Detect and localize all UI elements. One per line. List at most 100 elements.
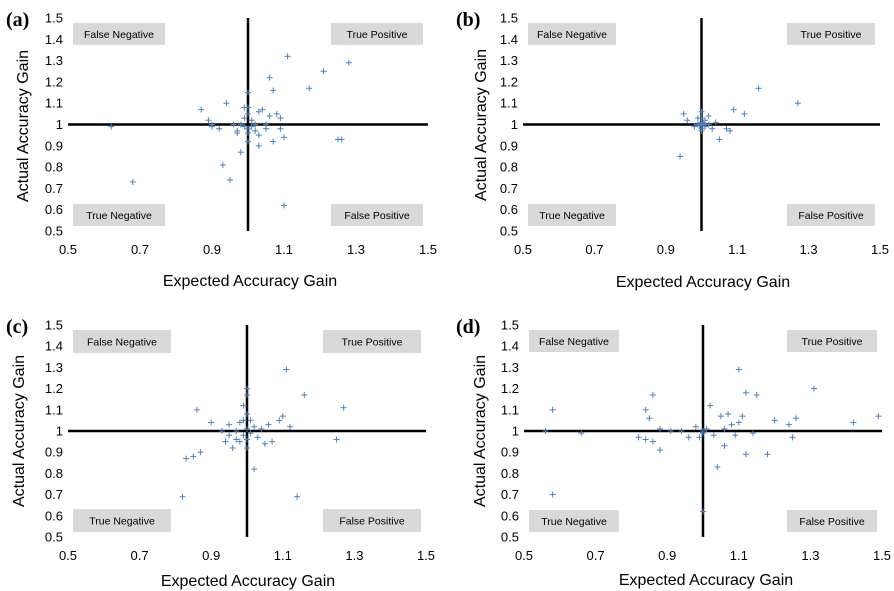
data-point	[270, 138, 277, 145]
x-tick-label: 0.9	[203, 242, 221, 257]
y-tick-label: 1	[56, 117, 63, 132]
y-tick-label: 1.3	[501, 360, 519, 375]
y-axis-title: Actual Accuracy Gain	[473, 49, 490, 201]
x-tick-label: 0.7	[131, 548, 149, 563]
data-point	[542, 428, 549, 434]
y-tick-label: 1	[512, 424, 519, 439]
data-point	[277, 115, 284, 122]
x-tick-label: 0.7	[587, 548, 605, 563]
y-tick-label: 1.2	[501, 381, 519, 396]
data-point	[578, 430, 585, 437]
scatter-panel-d: (d) Actual Accuracy Gain Expected Accura…	[456, 316, 891, 589]
data-point	[245, 89, 251, 96]
svg-text:False Negative: False Negative	[84, 29, 154, 41]
y-tick-label: 1.2	[45, 381, 63, 396]
svg-text:False Positive: False Positive	[339, 516, 405, 528]
y-tick-label: 1.4	[45, 339, 63, 354]
data-point	[684, 117, 691, 124]
data-point	[286, 423, 293, 430]
data-point	[258, 425, 265, 432]
y-tick-label: 0.5	[501, 530, 519, 545]
panel-label: (d)	[456, 316, 480, 338]
data-point	[698, 127, 705, 134]
y-tick-label: 1.3	[45, 360, 63, 375]
data-point	[340, 404, 347, 411]
data-point	[680, 110, 687, 117]
svg-text:False Negative: False Negative	[539, 336, 609, 348]
x-axis-title: Expected Accuracy Gain	[616, 274, 790, 291]
data-point	[750, 430, 757, 437]
quadrant-label-top-right: True Positive	[787, 330, 877, 352]
data-point	[764, 451, 771, 458]
y-tick-label: 1.2	[45, 74, 63, 89]
x-tick-label: 1.3	[345, 548, 363, 563]
data-point	[230, 121, 237, 128]
data-point	[251, 466, 258, 473]
data-point	[240, 432, 247, 439]
data-point	[226, 432, 233, 439]
y-tick-label: 0.6	[501, 508, 519, 523]
data-point	[244, 425, 250, 432]
x-axis-title: Expected Accuracy Gain	[161, 573, 335, 590]
data-point	[273, 110, 280, 117]
data-point	[229, 444, 236, 451]
data-point	[108, 123, 115, 130]
data-point	[696, 434, 703, 441]
data-point	[241, 123, 248, 130]
data-point	[755, 85, 762, 92]
data-point	[245, 138, 251, 145]
data-point	[183, 455, 190, 462]
data-point	[549, 491, 556, 498]
data-point	[270, 87, 277, 94]
data-point	[700, 120, 707, 127]
data-point	[284, 53, 291, 60]
svg-text:False Negative: False Negative	[537, 29, 607, 41]
data-point	[753, 391, 760, 398]
y-tick-label: 0.5	[45, 530, 63, 545]
x-tick-label: 1.5	[419, 242, 437, 257]
data-point	[732, 432, 739, 439]
data-point	[333, 436, 340, 443]
x-tick-label: 1.5	[873, 548, 891, 563]
quadrant-label-top-left: False Negative	[73, 23, 165, 45]
data-point	[657, 447, 664, 454]
data-point	[237, 121, 244, 128]
panel-label: (c)	[6, 316, 28, 338]
y-tick-label: 1.4	[500, 32, 518, 47]
data-point	[269, 438, 276, 445]
y-tick-label: 1.3	[45, 53, 63, 68]
x-axis-title: Expected Accuracy Gain	[163, 273, 337, 290]
y-tick-label: 1.1	[45, 96, 63, 111]
data-point	[277, 125, 284, 132]
data-point	[198, 106, 205, 113]
x-tick-label: 0.7	[585, 242, 603, 257]
data-point	[735, 419, 742, 426]
data-point	[698, 115, 705, 122]
data-point	[785, 421, 792, 428]
data-point	[728, 421, 735, 428]
y-tick-label: 0.8	[45, 160, 63, 175]
data-point	[692, 423, 699, 430]
x-axis-title: Expected Accuracy Gain	[619, 572, 793, 589]
x-tick-label: 1.1	[274, 548, 292, 563]
data-point	[721, 425, 728, 432]
y-tick-label: 0.8	[500, 160, 518, 175]
y-tick-label: 1.5	[45, 11, 63, 26]
data-point	[635, 434, 642, 441]
data-point	[255, 132, 262, 139]
data-point	[248, 123, 255, 130]
data-point	[240, 417, 247, 424]
data-point	[677, 153, 684, 160]
data-point	[306, 85, 313, 92]
quadrant-label-top-right: True Positive	[323, 330, 421, 353]
quadrant-label-bottom-left: True Negative	[529, 510, 619, 532]
data-point	[208, 419, 215, 426]
data-point	[261, 440, 268, 447]
x-tick-label: 0.5	[514, 242, 532, 257]
y-tick-label: 0.6	[500, 202, 518, 217]
y-axis-title: Actual Accuracy Gain	[11, 355, 28, 507]
x-tick-label: 0.5	[59, 242, 77, 257]
quadrant-label-top-left: False Negative	[73, 330, 171, 353]
data-point	[179, 493, 186, 500]
